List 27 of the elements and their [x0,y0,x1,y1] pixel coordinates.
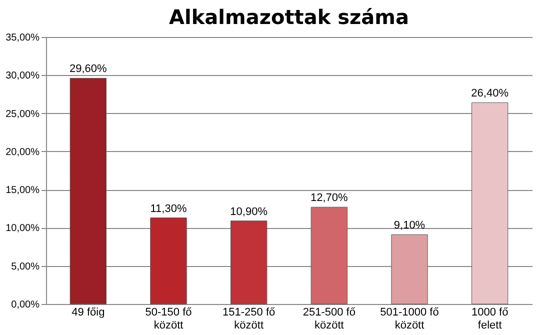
y-tick-label: 30,00% [6,70,40,82]
x-tick-label: 501-1000 fő között [380,306,439,332]
x-tick-label: 49 főig [72,306,105,318]
bar [150,218,187,304]
bar [70,78,106,304]
y-tick-label: 15,00% [6,185,40,196]
y-tick-label: 0,00% [11,300,40,310]
data-label: 26,40% [471,88,509,100]
y-tick-label: 25,00% [6,108,40,120]
data-label: 9,10% [394,220,426,232]
y-tick-label: 5,00% [11,261,40,272]
x-tick-label: 50-150 fő között [145,306,192,332]
y-tick-label: 10,00% [6,223,40,234]
bar [391,234,428,304]
bar [230,220,268,304]
chart-title: Alkalmazottak száma [169,5,409,29]
data-label: 12,70% [310,192,348,204]
bar [472,102,508,304]
x-tick-label: 1000 fő felett [471,306,508,332]
data-label: 11,30% [150,202,187,215]
x-tick-label: 151-250 fő között [222,306,276,332]
data-label: 29,60% [70,63,108,76]
data-label: 10,90% [230,206,268,218]
x-tick-label: 251-500 fő között [302,306,356,332]
y-tick-label: 20,00% [6,146,40,158]
bar [310,206,348,304]
y-tick-label: 35,00% [6,32,40,44]
